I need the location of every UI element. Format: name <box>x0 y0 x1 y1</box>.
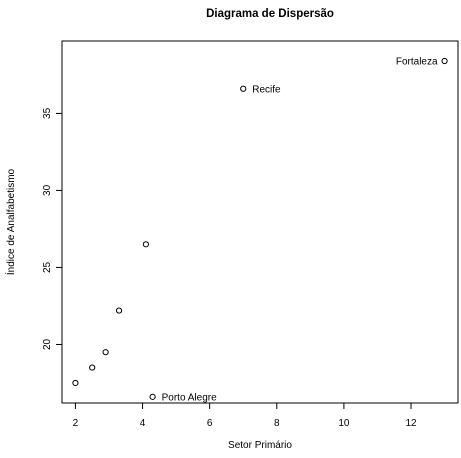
y-tick-label: 20 <box>42 338 53 350</box>
y-tick-label: 30 <box>42 184 53 196</box>
data-point <box>72 379 79 387</box>
data-point <box>441 57 448 65</box>
x-axis: 2 4 6 8 10 12 <box>73 402 417 429</box>
point-label: Fortaleza <box>396 57 438 68</box>
point-labels: Porto Alegre Recife Fortaleza <box>162 57 438 404</box>
data-point <box>142 241 149 248</box>
data-points <box>72 57 448 400</box>
y-tick-label: 25 <box>42 261 53 273</box>
x-tick-label: 6 <box>207 418 213 429</box>
point-label: Porto Alegre <box>162 392 217 403</box>
x-tick-label: 12 <box>405 418 417 429</box>
data-point <box>89 364 96 371</box>
x-axis-label: Setor Primário <box>228 440 292 451</box>
y-axis-label: Índice de Analfabetismo <box>4 168 17 275</box>
data-point <box>102 349 109 356</box>
y-tick-label: 35 <box>42 107 53 119</box>
x-tick-label: 4 <box>140 418 146 429</box>
data-point <box>240 85 247 92</box>
point-label: Recife <box>252 84 281 95</box>
plot-frame <box>61 40 459 404</box>
x-tick-label: 10 <box>338 418 350 429</box>
data-point <box>149 393 156 400</box>
x-tick-label: 2 <box>73 418 79 429</box>
chart-title: Diagrama de Dispersão <box>206 8 334 20</box>
x-tick-label: 8 <box>274 418 280 429</box>
data-point <box>115 307 123 314</box>
y-axis: 20 25 30 35 <box>42 107 63 350</box>
